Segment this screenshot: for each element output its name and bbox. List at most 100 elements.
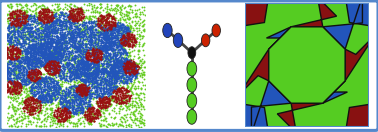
Point <box>43 8 49 10</box>
Point <box>104 13 110 16</box>
Point <box>94 59 100 61</box>
Point <box>34 64 40 67</box>
Point <box>85 56 91 58</box>
Point <box>56 16 62 18</box>
Point <box>32 99 38 101</box>
Point <box>31 51 37 53</box>
Point <box>103 87 109 89</box>
Point <box>11 67 17 69</box>
Point <box>71 100 77 102</box>
Point <box>111 82 117 84</box>
Point <box>70 46 76 48</box>
Point <box>8 49 14 51</box>
Point <box>100 45 106 47</box>
Point <box>124 31 130 33</box>
Point <box>68 72 74 74</box>
Point <box>84 43 90 45</box>
Point <box>49 61 55 63</box>
Point <box>14 28 20 30</box>
Point <box>56 88 62 90</box>
Point <box>74 72 80 74</box>
Point <box>46 60 52 62</box>
Point <box>116 76 122 79</box>
Point <box>15 35 22 37</box>
Point <box>22 10 28 12</box>
Point <box>120 50 126 52</box>
Point <box>40 93 46 95</box>
Point <box>98 40 104 42</box>
Point <box>129 38 135 40</box>
Point <box>95 104 101 106</box>
Point <box>105 26 112 28</box>
Point <box>14 83 20 86</box>
Point <box>46 45 53 47</box>
Point <box>102 79 108 81</box>
Point <box>121 118 127 120</box>
Point <box>92 29 98 31</box>
Point <box>90 58 96 60</box>
Point <box>116 44 122 46</box>
Point <box>120 97 126 99</box>
Point <box>40 80 46 82</box>
Point <box>82 63 88 65</box>
Point <box>119 67 125 70</box>
Point <box>67 51 73 53</box>
Point <box>68 22 74 24</box>
Point <box>65 36 71 38</box>
Point <box>5 89 11 91</box>
Point <box>74 76 80 78</box>
Point <box>113 59 119 61</box>
Point <box>124 63 130 65</box>
Point <box>101 29 107 31</box>
Point <box>81 69 87 71</box>
Point <box>76 86 82 88</box>
Point <box>100 104 106 106</box>
Point <box>121 68 127 70</box>
Point <box>86 65 92 67</box>
Point <box>79 111 85 113</box>
Point <box>19 54 25 56</box>
Point <box>56 125 62 127</box>
Point <box>99 71 105 73</box>
Point <box>43 35 49 37</box>
Point <box>121 68 127 70</box>
Point <box>26 71 33 73</box>
Point <box>15 75 22 77</box>
Point <box>107 77 113 79</box>
Point <box>44 57 50 59</box>
Point <box>90 47 96 49</box>
Point <box>126 90 132 92</box>
Point <box>56 60 62 62</box>
Point <box>56 111 62 113</box>
Point <box>112 88 118 91</box>
Point <box>27 55 33 58</box>
Point <box>59 42 65 44</box>
Point <box>113 84 119 87</box>
Point <box>24 104 30 106</box>
Point <box>94 93 101 96</box>
Point <box>13 48 19 50</box>
Point <box>46 76 52 78</box>
Point <box>108 42 114 44</box>
Point <box>24 7 30 9</box>
Point <box>62 100 68 102</box>
Point <box>60 50 67 52</box>
Point <box>101 49 107 51</box>
Point <box>98 89 104 92</box>
Point <box>25 50 31 52</box>
Point <box>88 110 94 113</box>
Point <box>55 41 61 44</box>
Point <box>39 79 45 81</box>
Point <box>19 83 25 85</box>
Point <box>60 121 67 123</box>
Point <box>121 68 127 70</box>
Point <box>48 113 54 116</box>
Point <box>47 76 53 78</box>
Point <box>84 64 90 67</box>
Point <box>43 77 50 79</box>
Point <box>52 86 58 88</box>
Point <box>52 46 58 48</box>
Point <box>135 63 141 65</box>
Point <box>137 120 143 122</box>
Point <box>32 78 38 80</box>
